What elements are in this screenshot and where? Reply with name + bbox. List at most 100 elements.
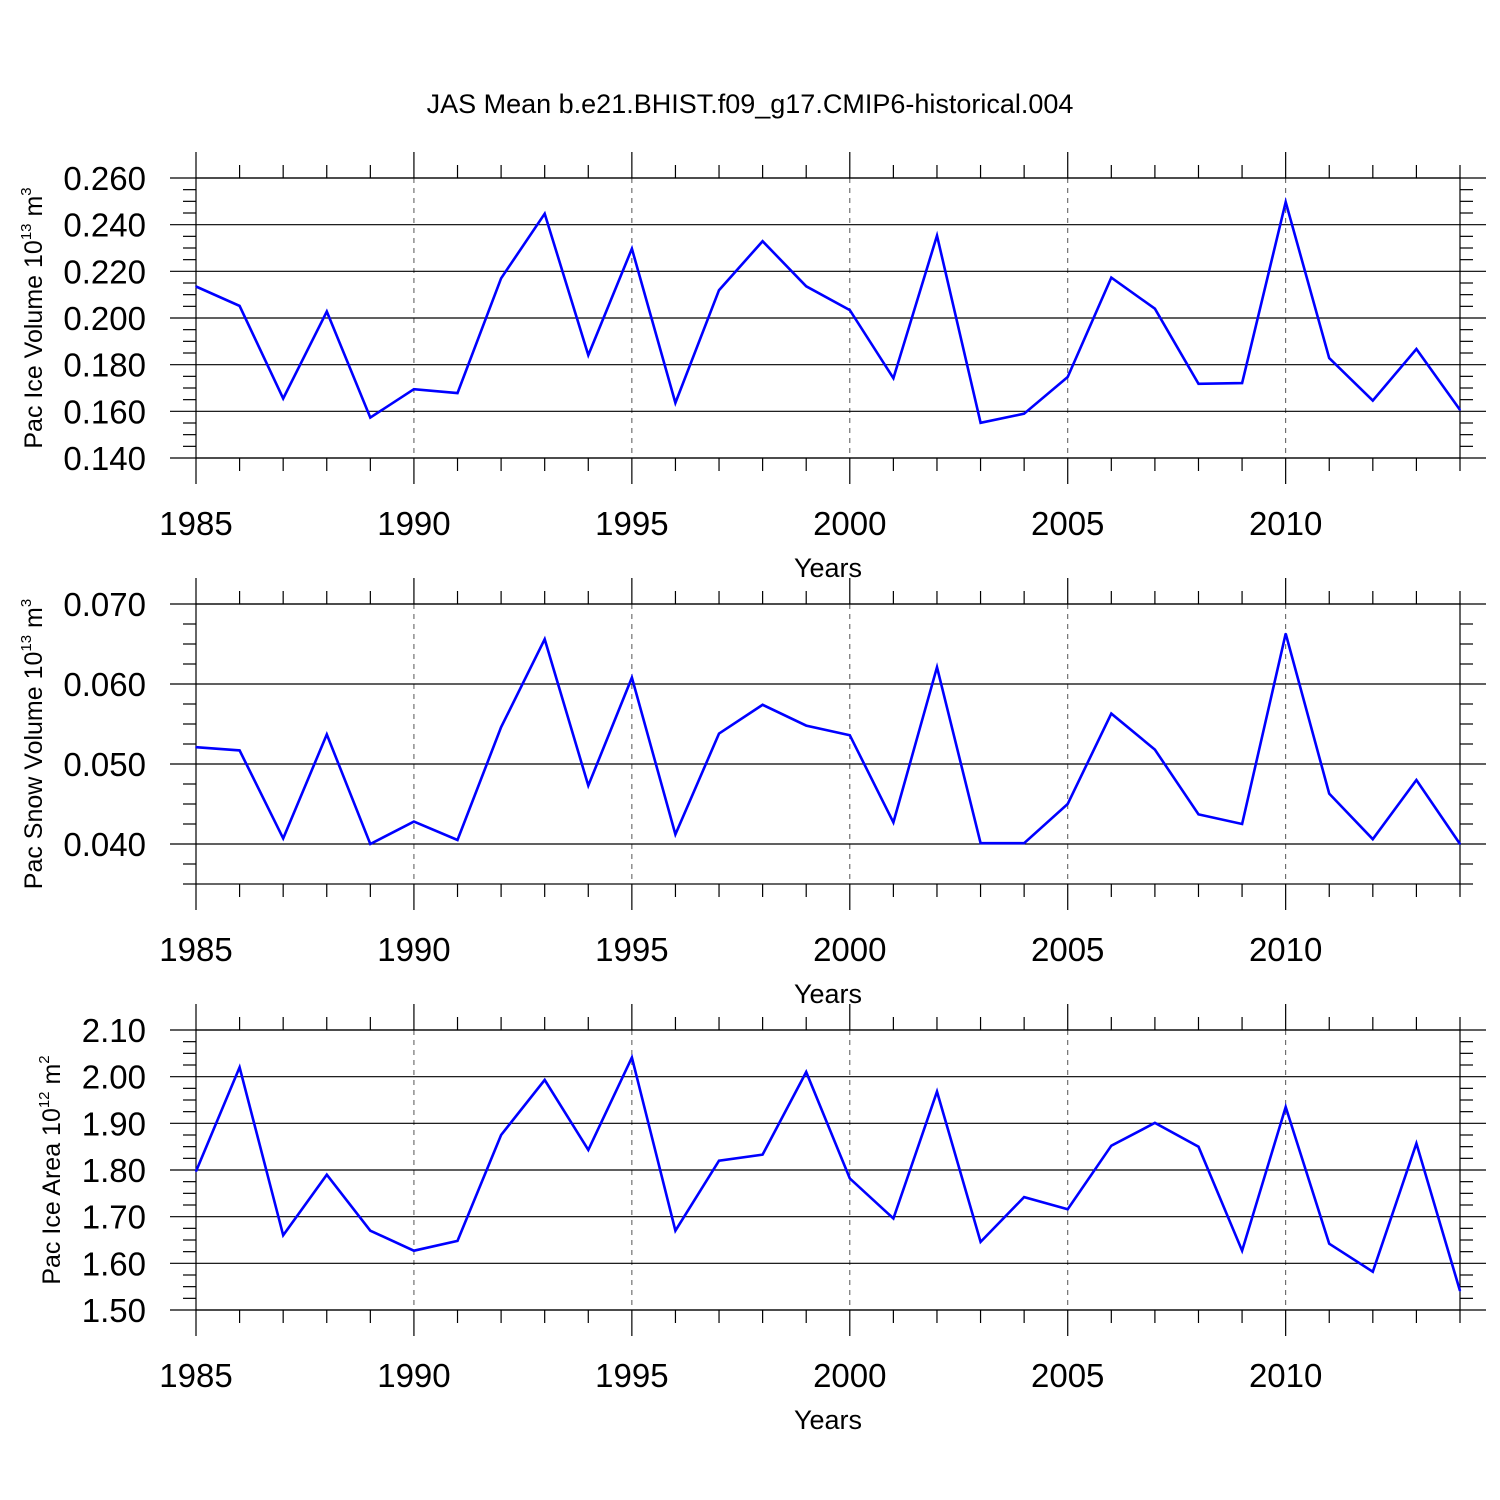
ice-area-data-point (761, 1153, 764, 1156)
ice-area-data-point (848, 1177, 851, 1180)
ice-volume-xtick-label: 2005 (1031, 505, 1104, 542)
ice-area-data-point (1110, 1144, 1113, 1147)
ice-volume-data-point (848, 309, 851, 311)
snow-volume-data-point (413, 820, 415, 823)
ice-volume-data-point (325, 310, 328, 313)
ice-volume-data-point (936, 234, 938, 237)
ice-area-data-point (587, 1149, 590, 1151)
ice-volume-data-point (1154, 307, 1156, 310)
ice-volume-data-point (1459, 409, 1461, 411)
ice-area-data-point (979, 1241, 982, 1243)
ice-volume-data-point (1241, 382, 1243, 384)
ice-area-xtick-label: 2000 (813, 1357, 886, 1394)
ice-area-ytick-label: 1.90 (82, 1105, 146, 1142)
ice-volume-series-line (195, 196, 1462, 425)
snow-volume-data-point (718, 732, 720, 735)
ice-area-ytick-label: 1.70 (82, 1199, 146, 1236)
ice-area-series-line (194, 1053, 1462, 1292)
snow-volume-data-point (674, 833, 677, 836)
snow-volume-ytick-label: 0.040 (63, 826, 146, 863)
ice-area-data-point (1066, 1208, 1069, 1210)
ice-area-data-point (413, 1249, 415, 1252)
ice-volume-data-point (500, 277, 502, 280)
ice-volume-xtick-label: 1990 (377, 505, 450, 542)
ice-volume-data-point (369, 416, 372, 419)
snow-volume-xtick-label: 1995 (595, 931, 668, 968)
ice-area-data-point (805, 1071, 808, 1073)
ice-volume-data-point (1284, 201, 1287, 203)
ice-area-data-point (892, 1217, 895, 1220)
ice-area-xtick-label: 1990 (377, 1357, 450, 1394)
ice-area-data-point (1154, 1122, 1156, 1124)
ice-volume-ytick-label: 0.140 (63, 440, 146, 477)
ice-area-data-point (1241, 1249, 1243, 1252)
ice-area-data-point (282, 1234, 284, 1237)
snow-volume-plot-frame (195, 603, 1461, 885)
ice-area-ytick-label: 1.50 (82, 1292, 146, 1329)
snow-volume-data-point (1197, 813, 1200, 816)
ice-area-ytick-label: 1.60 (82, 1245, 146, 1282)
ice-volume-xtick-label: 2010 (1249, 505, 1322, 542)
ice-volume-data-point (1066, 376, 1069, 378)
panel-snow-volume: 1985 1990 1995 2000 2005 2010 Years 0.040 0.050 0… (18, 578, 1486, 1009)
ice-area-ytick-label: 2.00 (82, 1059, 146, 1096)
ice-area-data-point (1415, 1142, 1418, 1145)
ice-volume-data-point (761, 240, 764, 243)
snow-volume-data-point (543, 638, 546, 640)
snow-volume-data-point (325, 733, 328, 736)
ice-volume-data-point (238, 305, 241, 307)
ice-area-data-point (936, 1090, 938, 1093)
ice-volume-data-point (1415, 348, 1418, 350)
ice-area-xtick-label: 1985 (159, 1357, 232, 1394)
ice-area-data-point (1197, 1145, 1200, 1148)
snow-volume-data-point (979, 842, 982, 844)
snow-volume-data-point (587, 784, 590, 787)
snow-volume-xtick-label: 1985 (159, 931, 232, 968)
snow-volume-data-point (1372, 838, 1374, 840)
ice-area-ylabel: Pac Ice Area 1012 m2 (36, 1055, 66, 1284)
ice-volume-ytick-label: 0.200 (63, 300, 146, 337)
ice-volume-ytick-label: 0.240 (63, 207, 146, 244)
ice-volume-data-point (631, 247, 633, 250)
ice-volume-data-point (805, 285, 808, 288)
snow-volume-data-point (1066, 803, 1069, 805)
snow-volume-ytick-label: 0.070 (63, 586, 146, 623)
snow-volume-data-point (238, 749, 241, 752)
snow-volume-xtick-label: 2000 (813, 931, 886, 968)
ice-area-data-point (456, 1240, 459, 1242)
ice-volume-data-point (282, 397, 284, 400)
ice-volume-ytick-label: 0.180 (63, 347, 146, 384)
ice-area-data-point (500, 1134, 502, 1136)
ice-volume-data-point (456, 392, 459, 394)
snow-volume-data-point (1459, 843, 1461, 845)
ice-area-xtick-label: 2010 (1249, 1357, 1322, 1394)
ice-area-data-point (1372, 1270, 1374, 1273)
snow-volume-data-point (500, 726, 502, 728)
snow-volume-data-point (761, 704, 764, 706)
panel-ice-area: 1985 1990 1995 2000 2005 2010 Years 1.50 1.60 1.7… (36, 1004, 1486, 1435)
ice-volume-data-point (892, 377, 895, 380)
ice-volume-data-point (587, 354, 590, 356)
snow-volume-data-point (805, 724, 808, 727)
snow-volume-series-line (195, 633, 1462, 846)
ice-volume-xtick-label: 2000 (813, 505, 886, 542)
ice-area-ytick-label: 1.80 (82, 1152, 146, 1189)
snow-volume-data-point (195, 746, 197, 748)
snow-volume-data-point (892, 821, 895, 824)
ice-volume-data-point (195, 285, 197, 288)
snow-volume-data-point (1284, 632, 1287, 635)
snow-volume-data-point (282, 837, 284, 840)
ice-volume-xlabel: Years (794, 553, 862, 583)
ice-area-data-point (674, 1229, 677, 1232)
snow-volume-data-point (848, 734, 851, 736)
chart-title: JAS Mean b.e21.BHIST.f09_g17.CMIP6-histo… (427, 89, 1074, 119)
ice-volume-data-point (1110, 276, 1113, 279)
ice-area-xtick-label: 2005 (1031, 1357, 1104, 1394)
ice-area-data-point (1459, 1290, 1461, 1292)
ice-volume-data-point (674, 402, 677, 404)
snow-volume-data-point (1328, 792, 1331, 795)
snow-volume-xtick-label: 1990 (377, 931, 450, 968)
ice-area-ytick-label: 2.10 (82, 1012, 146, 1049)
ice-volume-data-point (1197, 383, 1200, 385)
